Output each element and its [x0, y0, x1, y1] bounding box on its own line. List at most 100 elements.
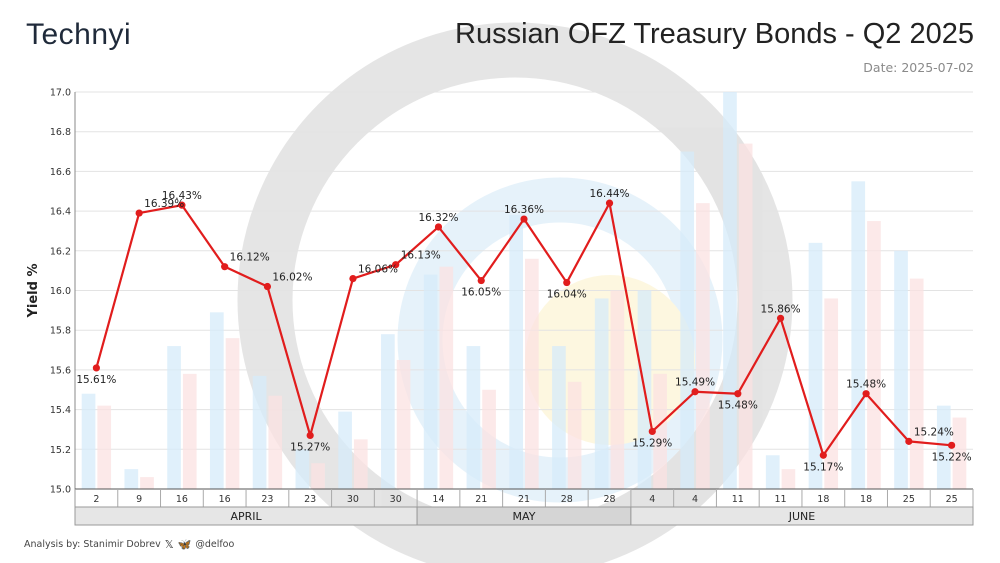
data-label: 16.13%: [401, 250, 441, 262]
background-bar-blue: [509, 215, 523, 489]
background-bar-blue: [680, 151, 695, 490]
background-bar-pink: [738, 143, 753, 490]
y-tick-label: 16.8: [50, 127, 71, 138]
data-label: 15.17%: [803, 461, 843, 473]
data-point: [520, 215, 528, 223]
y-tick-label: 15.6: [50, 365, 71, 376]
y-tick-label: 16.6: [50, 167, 71, 178]
data-point: [648, 427, 656, 436]
month-label: APRIL: [230, 510, 262, 523]
background-bar-blue: [466, 346, 481, 489]
background-bar-pink: [140, 477, 154, 489]
footer-credit: Analysis by: Stanimir Dobrev 𝕏 🦋 @delfoo: [24, 538, 234, 551]
data-label: 16.43%: [162, 190, 202, 202]
data-point: [263, 282, 272, 291]
background-bar-blue: [723, 92, 737, 489]
background-bar-blue: [894, 250, 908, 489]
background-bar-blue: [594, 298, 609, 489]
data-point: [434, 223, 443, 231]
y-tick-label: 16.4: [50, 207, 71, 218]
y-tick-label: 16.2: [50, 246, 71, 257]
x-tick-label: 30: [390, 494, 402, 505]
background-bar-pink: [396, 359, 411, 489]
background-bar-pink: [610, 290, 625, 489]
background-bar-blue: [124, 469, 139, 489]
background-bar-blue: [936, 405, 951, 489]
y-tick-label: 15.2: [50, 445, 71, 456]
background-bar-pink: [952, 417, 967, 489]
background-bar-pink: [439, 266, 454, 489]
chart-date: Date: 2025-07-02: [863, 60, 974, 75]
data-point: [178, 201, 186, 209]
background-bar-blue: [81, 393, 96, 489]
background-bar-pink: [353, 439, 368, 489]
x-tick-label: 9: [136, 494, 142, 505]
data-point: [862, 390, 870, 398]
x-tick-label: 2: [93, 494, 99, 505]
x-tick-label: 4: [692, 494, 698, 505]
x-tick-label: 16: [176, 494, 188, 505]
x-tick-label: 14: [432, 494, 444, 505]
data-point: [819, 451, 827, 459]
x-tick-label: 23: [304, 494, 316, 505]
background-bar-pink: [909, 278, 924, 489]
data-label: 16.32%: [418, 212, 458, 224]
y-tick-label: 17.0: [50, 88, 71, 99]
data-label: 15.48%: [846, 379, 886, 391]
data-point: [691, 388, 699, 396]
background-bar-blue: [765, 455, 780, 489]
x-tick-label: 28: [603, 494, 615, 505]
data-point: [92, 364, 100, 372]
data-point: [306, 431, 314, 440]
chart-title: Russian OFZ Treasury Bonds - Q2 2025: [455, 18, 974, 50]
data-label: 16.39%: [144, 198, 184, 210]
data-label: 15.29%: [632, 437, 672, 449]
data-label: 15.49%: [675, 377, 715, 389]
data-point: [135, 209, 143, 217]
background-bar-pink: [781, 469, 796, 489]
brand-logo: Technyi: [26, 18, 132, 51]
x-tick-label: 30: [347, 494, 359, 505]
data-label: 15.22%: [932, 451, 972, 463]
y-axis-title: Yield %: [26, 264, 41, 319]
background-bar-pink: [696, 203, 710, 489]
x-tick-label: 28: [561, 494, 573, 505]
data-label: 15.24%: [914, 426, 954, 438]
x-tick-label: 25: [903, 494, 915, 505]
background-bar-pink: [653, 373, 667, 489]
x-tick-label: 16: [219, 494, 231, 505]
background-bar-pink: [311, 463, 325, 489]
social-handle: @delfoo: [195, 539, 235, 550]
data-point: [734, 390, 742, 398]
data-point: [349, 274, 357, 283]
y-tick-label: 15.8: [50, 326, 71, 337]
x-tick-label: 25: [946, 494, 958, 505]
background-bar-pink: [824, 298, 839, 489]
month-label: JUNE: [788, 510, 816, 523]
background-bar-blue: [851, 181, 866, 489]
x-tick-label: 21: [475, 494, 487, 505]
background-bar-blue: [167, 346, 181, 489]
x-tick-label: 18: [817, 494, 829, 505]
data-point: [392, 261, 400, 269]
background-bar-pink: [225, 338, 240, 489]
y-tick-label: 16.0: [50, 286, 71, 297]
data-label: 16.02%: [272, 272, 312, 284]
data-label: 15.61%: [76, 374, 116, 386]
background-bar-pink: [97, 405, 112, 489]
x-tick-label: 11: [775, 494, 787, 505]
data-label: 16.05%: [461, 287, 501, 299]
month-band: [630, 506, 974, 526]
data-label: 16.44%: [590, 188, 630, 200]
background-bar-blue: [808, 242, 823, 489]
data-point: [563, 278, 571, 287]
data-point: [948, 441, 956, 449]
data-label: 16.36%: [504, 204, 544, 216]
background-bar-blue: [209, 312, 224, 489]
background-bar-pink: [867, 221, 881, 489]
background-bar-pink: [182, 373, 197, 489]
yield-line: [95, 202, 952, 457]
background-bar-blue: [552, 346, 566, 489]
background-bar-pink: [482, 389, 496, 489]
